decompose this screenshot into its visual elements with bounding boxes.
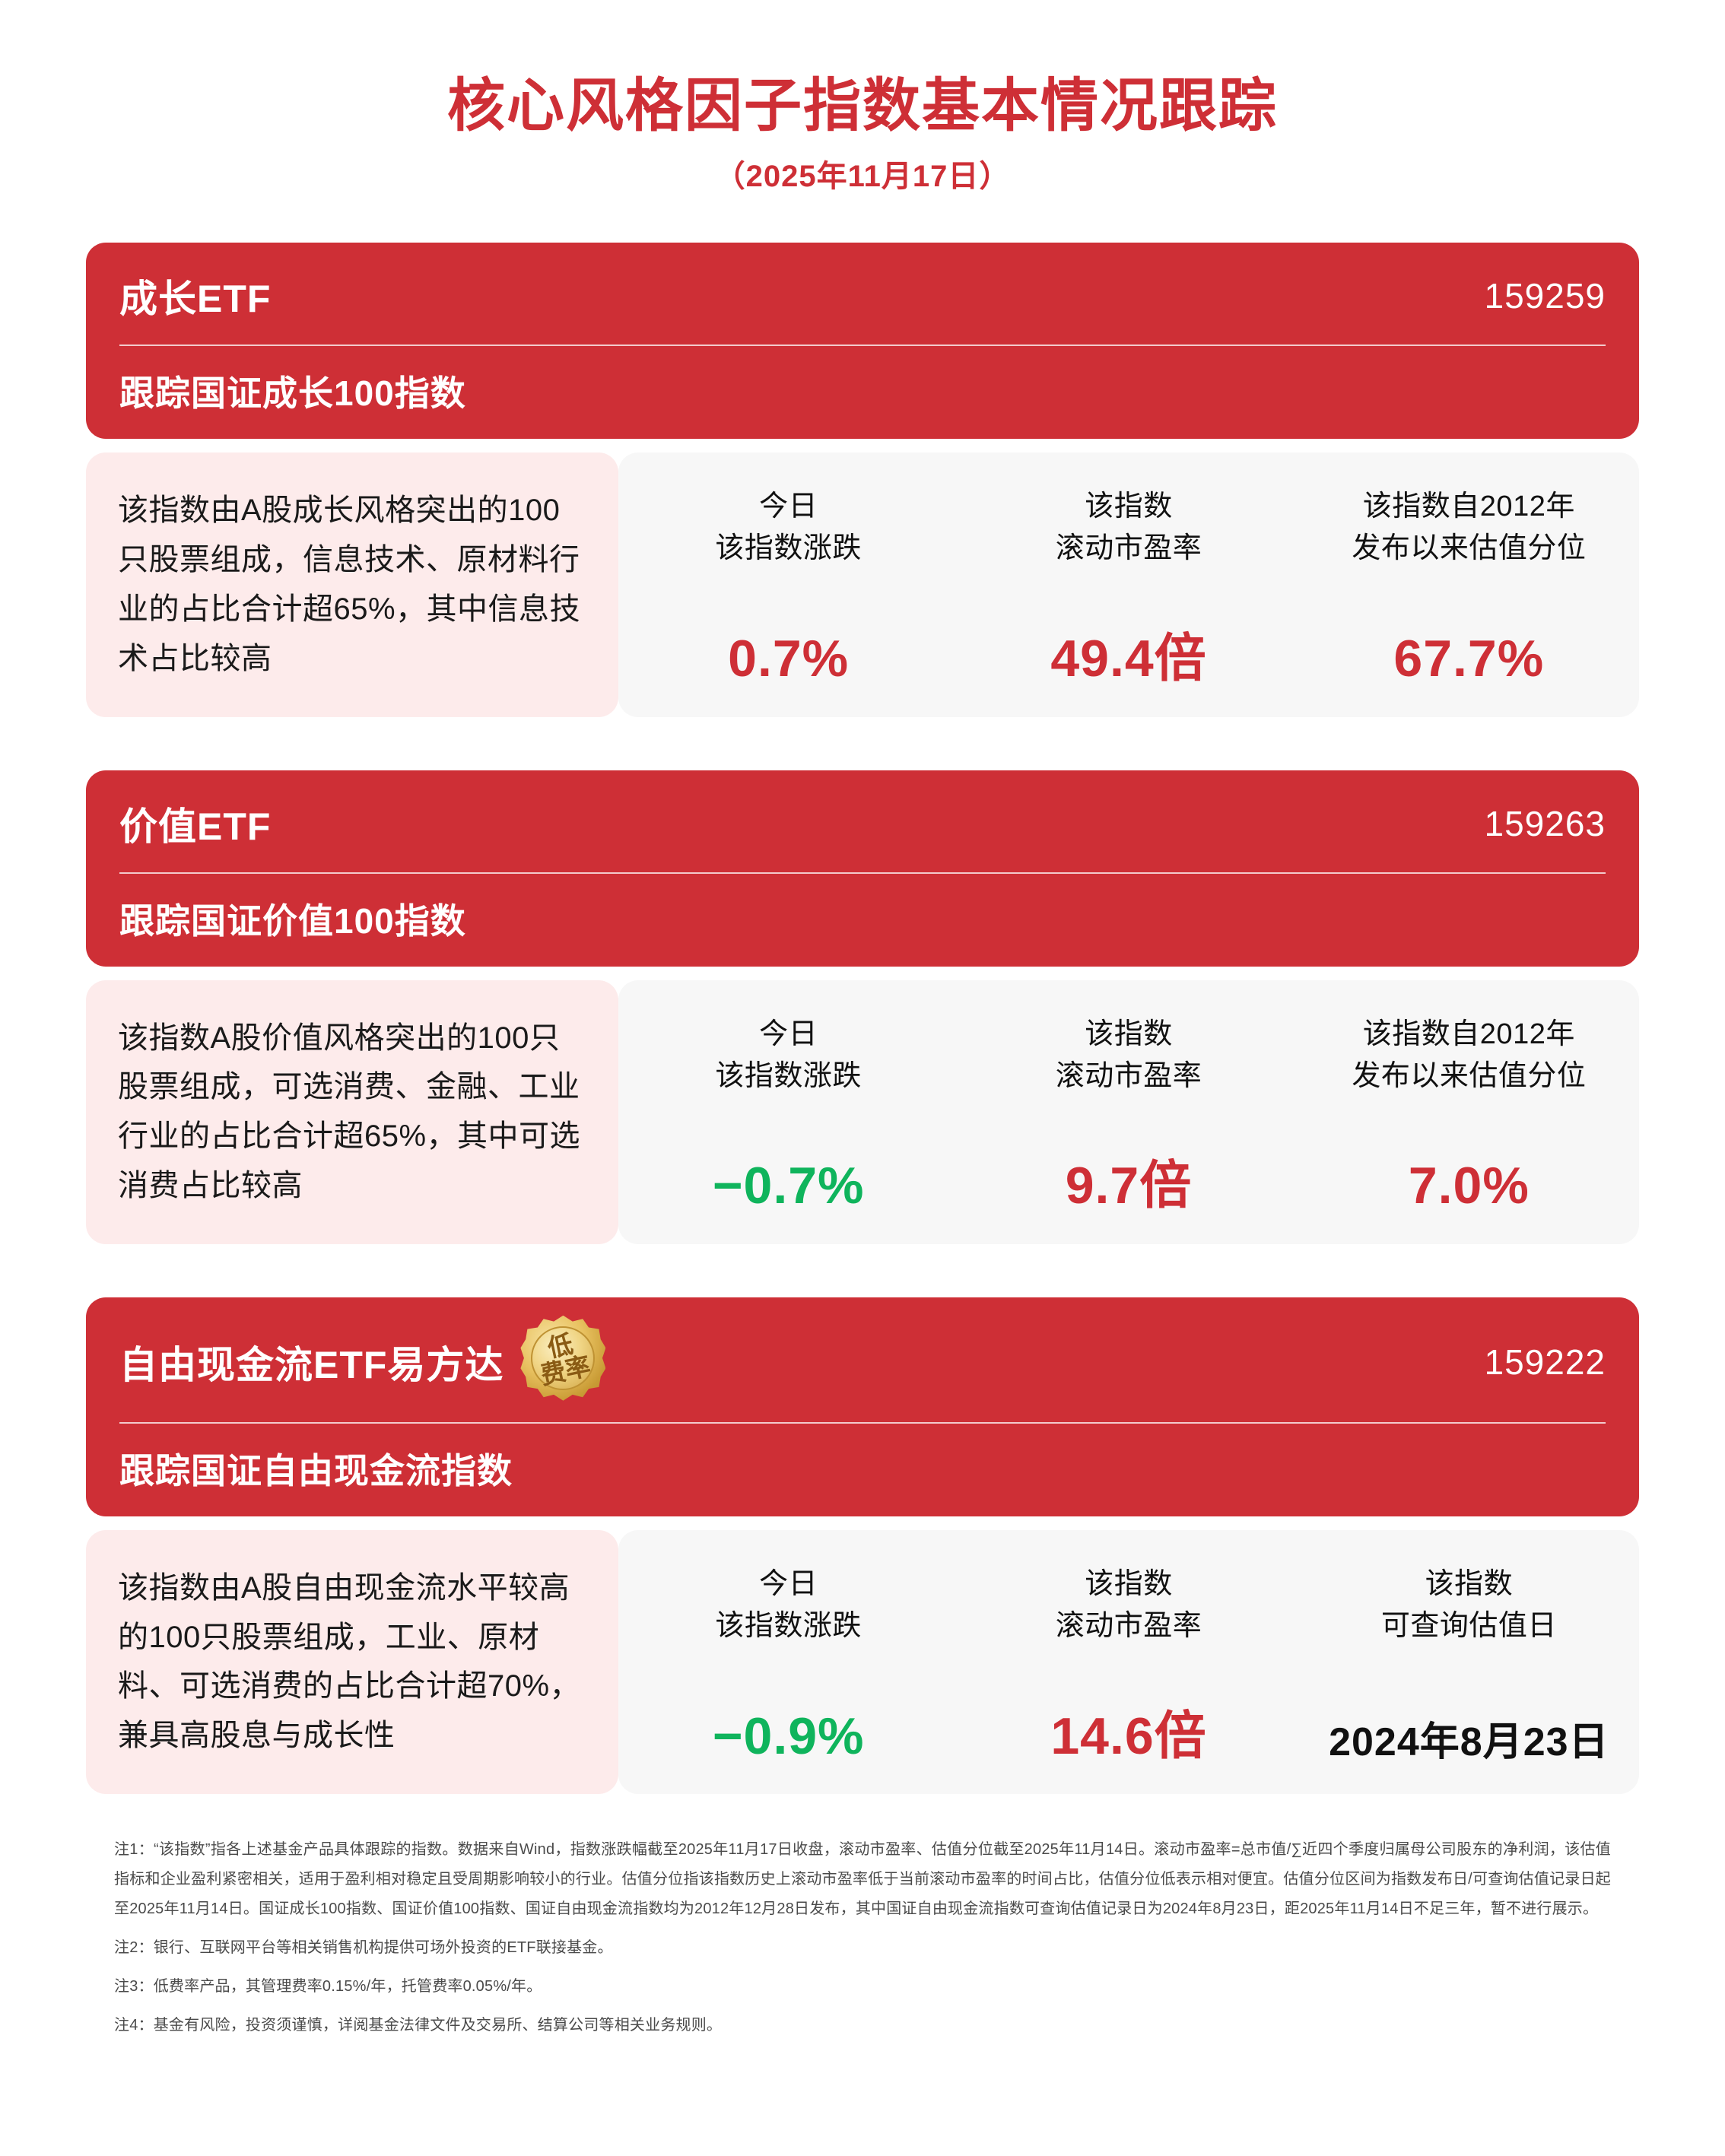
etf-card-header: 成长ETF 159259 跟踪国证成长100指数 (86, 243, 1639, 440)
etf-card: 成长ETF 159259 跟踪国证成长100指数 该指数由A股成长风格突出的10… (86, 243, 1639, 717)
stat-label: 该指数 滚动市盈率 (1056, 486, 1202, 570)
stat-valuation-percentile: 该指数自2012年 发布以来估值分位 7.0% (1299, 980, 1639, 1244)
stat-value: 49.4倍 (1050, 630, 1207, 688)
stat-label-line2: 可查询估值日 (1380, 1609, 1557, 1642)
stat-label: 今日 该指数涨跌 (715, 1014, 862, 1097)
etf-card: 价值ETF 159263 跟踪国证价值100指数 该指数A股价值风格突出的100… (86, 770, 1639, 1244)
stat-value: 14.6倍 (1050, 1707, 1207, 1765)
etf-name-wrap: 价值ETF (119, 796, 271, 851)
header-divider (119, 872, 1606, 874)
seal-inner-circle (531, 1326, 596, 1390)
etf-name: 价值ETF (119, 805, 272, 848)
stat-value: 7.0% (1408, 1157, 1530, 1215)
etf-description-panel: 该指数A股价值风格突出的100只股票组成，可选消费、金融、工业行业的占比合计超6… (86, 980, 618, 1244)
etf-stats-panel: 今日 该指数涨跌 −0.9% 该指数 滚动市盈率 14.6倍 (618, 1529, 1639, 1794)
stat-label-line1: 该指数 (1085, 1567, 1173, 1600)
stat-label-line1: 该指数自2012年 (1362, 491, 1575, 523)
header-divider (119, 1421, 1606, 1424)
stat-label: 今日 该指数涨跌 (715, 486, 862, 570)
etf-card-body: 该指数A股价值风格突出的100只股票组成，可选消费、金融、工业行业的占比合计超6… (86, 980, 1639, 1244)
etf-card-list: 成长ETF 159259 跟踪国证成长100指数 该指数由A股成长风格突出的10… (0, 243, 1725, 1794)
etf-code: 159222 (1484, 1342, 1606, 1382)
stat-label: 今日 该指数涨跌 (715, 1564, 862, 1647)
etf-code: 159259 (1484, 276, 1606, 316)
stat-label-line2: 发布以来估值分位 (1352, 532, 1587, 565)
stat-label-line2: 该指数涨跌 (715, 1609, 862, 1642)
tracked-index-name: 跟踪国证自由现金流指数 (119, 1450, 513, 1491)
seal-label: 低 费率 (513, 1307, 614, 1408)
stat-label-line1: 该指数 (1085, 1018, 1173, 1050)
etf-card-header-top: 价值ETF 159263 (119, 796, 1606, 872)
stat-label-line1: 今日 (759, 1018, 818, 1050)
stat-label-line2: 该指数涨跌 (715, 532, 862, 565)
stat-label-line1: 该指数 (1085, 491, 1173, 523)
etf-description-panel: 该指数由A股成长风格突出的100只股票组成，信息技术、原材料行业的占比合计超65… (86, 452, 618, 717)
etf-description-text: 该指数由A股成长风格突出的100只股票组成，信息技术、原材料行业的占比合计超65… (118, 494, 581, 675)
stat-pe-ttm: 该指数 滚动市盈率 49.4倍 (958, 452, 1298, 716)
seal-label-line2: 费率 (538, 1351, 593, 1389)
stat-value: 67.7% (1393, 630, 1545, 688)
stat-label: 该指数自2012年 发布以来估值分位 (1352, 1014, 1586, 1097)
tracked-index-name: 跟踪国证价值100指数 (119, 900, 466, 941)
etf-card-body: 该指数由A股成长风格突出的100只股票组成，信息技术、原材料行业的占比合计超65… (86, 452, 1639, 717)
stat-label: 该指数自2012年 发布以来估值分位 (1352, 486, 1586, 570)
stat-valuation-percentile: 该指数自2012年 发布以来估值分位 67.7% (1299, 452, 1639, 716)
stat-value: 2024年8月23日 (1329, 1720, 1609, 1765)
etf-card-header-top: 自由现金流ETF易方达 低 费率 159222 (119, 1315, 1606, 1422)
stat-value: −0.9% (712, 1707, 865, 1765)
header-divider (119, 345, 1606, 347)
stat-label-line2: 该指数涨跌 (715, 1059, 862, 1092)
stat-valuation-date: 该指数 可查询估值日 2024年8月23日 (1299, 1530, 1639, 1794)
stat-label-line1: 该指数自2012年 (1362, 1018, 1575, 1050)
etf-description-text: 该指数由A股自由现金流水平较高的100只股票组成，工业、原材料、可选消费的占比合… (118, 1570, 581, 1753)
stat-pe-ttm: 该指数 滚动市盈率 14.6倍 (958, 1530, 1298, 1794)
etf-card-header: 自由现金流ETF易方达 低 费率 159222 跟踪国证自由现金流指数 (86, 1297, 1639, 1516)
stat-label-line1: 该指数 (1425, 1567, 1514, 1600)
footnotes: 注1：“该指数”指各上述基金产品具体跟踪的指数。数据来自Wind，指数涨跌幅截至… (0, 1835, 1725, 2040)
etf-name: 成长ETF (119, 278, 272, 321)
stat-label-line2: 发布以来估值分位 (1352, 1059, 1587, 1092)
etf-card: 自由现金流ETF易方达 低 费率 159222 跟踪国证自由现金流指数 (86, 1297, 1639, 1794)
page-subtitle-date: （2025年11月17日） (714, 160, 1011, 194)
stat-label-line2: 滚动市盈率 (1055, 1059, 1202, 1092)
stat-value: 0.7% (728, 630, 850, 688)
etf-name-wrap: 自由现金流ETF易方达 低 费率 (119, 1315, 606, 1401)
etf-card-header-top: 成长ETF 159259 (119, 268, 1606, 345)
footnote-2: 注2：银行、互联网平台等相关销售机构提供可场外投资的ETF联接基金。 (114, 1938, 613, 1956)
etf-stats-panel: 今日 该指数涨跌 0.7% 该指数 滚动市盈率 49.4倍 (618, 452, 1639, 717)
etf-card-body: 该指数由A股自由现金流水平较高的100只股票组成，工业、原材料、可选消费的占比合… (86, 1529, 1639, 1794)
stat-label: 该指数 滚动市盈率 (1056, 1564, 1202, 1647)
stat-pe-ttm: 该指数 滚动市盈率 9.7倍 (958, 980, 1298, 1244)
etf-stats-panel: 今日 该指数涨跌 −0.7% 该指数 滚动市盈率 9.7倍 (618, 980, 1639, 1244)
stat-value: −0.7% (712, 1157, 865, 1215)
stat-daily-change: 今日 该指数涨跌 −0.9% (618, 1530, 958, 1794)
stat-label-line2: 滚动市盈率 (1055, 1609, 1202, 1642)
footnote-4: 注4：基金有风险，投资须谨慎，详阅基金法律文件及交易所、结算公司等相关业务规则。 (114, 2016, 723, 2034)
etf-name: 自由现金流ETF易方达 (119, 1343, 504, 1386)
stat-daily-change: 今日 该指数涨跌 −0.7% (618, 980, 958, 1244)
stat-label-line1: 今日 (759, 491, 818, 523)
etf-description-text: 该指数A股价值风格突出的100只股票组成，可选消费、金融、工业行业的占比合计超6… (118, 1021, 581, 1202)
stat-daily-change: 今日 该指数涨跌 0.7% (618, 452, 958, 716)
tracked-index-name: 跟踪国证成长100指数 (119, 373, 466, 414)
footnote-3: 注3：低费率产品，其管理费率0.15%/年，托管费率0.05%/年。 (114, 1977, 542, 1995)
poster-header: 核心风格因子指数基本情况跟踪 （2025年11月17日） (0, 0, 1725, 195)
stat-label-line1: 今日 (759, 1567, 818, 1600)
page-title: 核心风格因子指数基本情况跟踪 (447, 74, 1278, 138)
low-fee-seal-icon: 低 费率 (520, 1315, 606, 1401)
stat-label-line2: 滚动市盈率 (1055, 532, 1202, 565)
stat-value: 9.7倍 (1065, 1157, 1193, 1215)
etf-code: 159263 (1484, 803, 1606, 843)
footnote-1: 注1：“该指数”指各上述基金产品具体跟踪的指数。数据来自Wind，指数涨跌幅截至… (114, 1840, 1611, 1917)
etf-card-header: 价值ETF 159263 跟踪国证价值100指数 (86, 770, 1639, 967)
etf-description-panel: 该指数由A股自由现金流水平较高的100只股票组成，工业、原材料、可选消费的占比合… (86, 1529, 618, 1794)
etf-name-wrap: 成长ETF (119, 268, 271, 323)
stat-label: 该指数 可查询估值日 (1381, 1564, 1557, 1647)
stat-label: 该指数 滚动市盈率 (1056, 1014, 1202, 1097)
